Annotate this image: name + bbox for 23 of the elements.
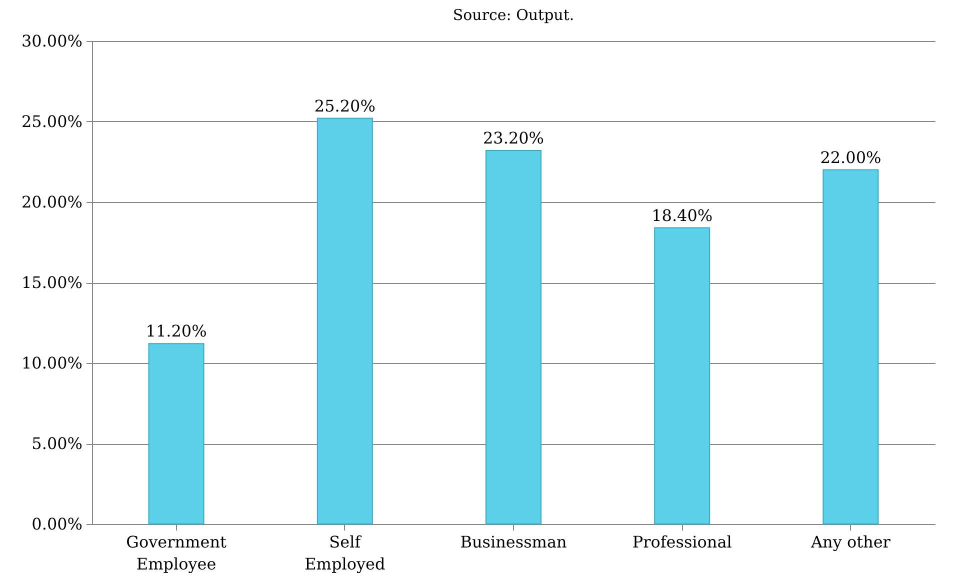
bar [148,343,204,524]
data-label: 22.00% [820,148,882,167]
y-tick-label: 20.00% [21,192,82,212]
y-tick-label: 0.00% [32,514,82,534]
data-label: 11.20% [146,322,207,341]
x-tick-label: Professional [632,532,732,552]
source-note: Source: Output. [452,6,574,24]
bar [822,169,879,524]
x-tick-label: Self Employed [304,532,386,574]
x-tick-label: Businessman [460,532,567,552]
data-label: 23.20% [482,128,544,148]
y-tick-label: 25.00% [21,112,82,131]
bar [316,118,373,524]
bar [654,227,710,524]
x-tick-label: Any other [810,532,891,552]
data-label: 25.20% [314,96,376,116]
bar [486,150,542,524]
y-tick-label: 5.00% [32,434,82,453]
data-label: 18.40% [652,206,713,225]
y-tick-label: 15.00% [21,273,82,292]
y-tick-label: 30.00% [21,32,82,50]
y-tick-label: 10.00% [21,354,82,372]
x-tick-label: Government Employee [126,532,227,574]
